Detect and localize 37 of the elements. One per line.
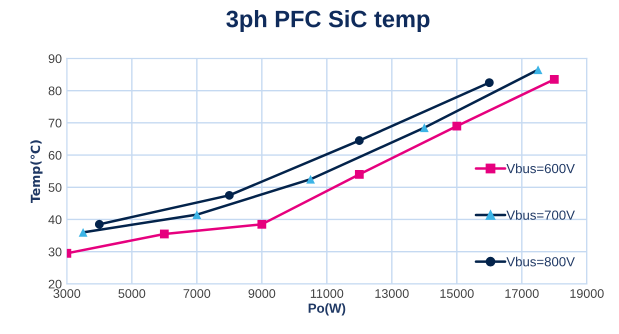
y-tick-label: 70 [48, 118, 62, 128]
point [94, 220, 104, 229]
y-tick-label: 50 [48, 183, 62, 192]
chart-title: 3ph PFC SiC temp [226, 10, 430, 32]
legend-label: Vbus=800V [506, 256, 575, 266]
x-tick-label: 7000 [184, 289, 210, 298]
point [257, 220, 266, 229]
point [354, 136, 364, 145]
point [354, 170, 364, 179]
x-tick-label: 9000 [248, 289, 276, 298]
x-tick-label: 11000 [310, 289, 344, 298]
point [550, 74, 559, 84]
x-tick-label: 17000 [505, 289, 539, 298]
x-tick-label: 3000 [53, 289, 80, 298]
point [160, 230, 169, 238]
x-tick-label: 5000 [118, 289, 146, 298]
y-tick-label: 80 [48, 86, 62, 96]
y-tick-label: 30 [48, 247, 62, 256]
y-tick-label: 90 [48, 54, 62, 64]
x-axis-title: Po(W) [308, 303, 346, 316]
point [452, 122, 462, 130]
point [192, 210, 202, 220]
y-tick-label: 20 [48, 280, 62, 289]
y-tick-label: 60 [48, 150, 62, 160]
point [224, 190, 234, 200]
legend-label: Vbus=600V [506, 164, 575, 174]
point [420, 123, 429, 132]
point [534, 65, 542, 74]
point [484, 78, 494, 87]
x-tick-label: 13000 [375, 289, 409, 298]
point [306, 174, 315, 184]
legend-label: Vbus=700V [506, 210, 575, 220]
x-tick-label: 15000 [440, 289, 474, 298]
x-tick-label: 19000 [570, 289, 604, 298]
y-tick-label: 40 [48, 215, 62, 224]
y-axis-title: Temp(℃) [30, 140, 43, 204]
point [78, 228, 88, 237]
